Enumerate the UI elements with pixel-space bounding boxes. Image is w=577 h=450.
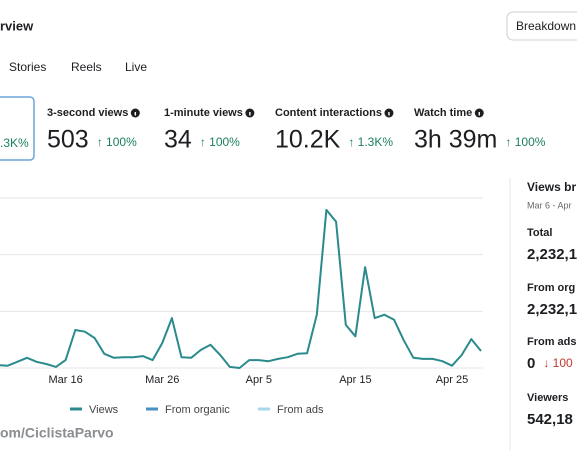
- side-label: Total: [527, 227, 552, 239]
- x-tick-label: Apr 25: [436, 374, 468, 386]
- legend-label: From ads: [277, 404, 324, 416]
- legend-label: From organic: [165, 404, 230, 416]
- tab[interactable]: Reels: [71, 60, 102, 74]
- breakdown-label[interactable]: Breakdown:: [516, 19, 577, 33]
- x-tick-label: Apr 15: [339, 374, 371, 386]
- metric-change: ↑ 100%: [97, 135, 137, 149]
- side-value: 2,232,1: [527, 301, 577, 318]
- x-tick-label: Mar 26: [145, 374, 179, 386]
- side-date: Mar 6 - Apr: [527, 200, 572, 210]
- breakdown-button[interactable]: [506, 11, 577, 41]
- metric-value: 3h 39m: [414, 126, 497, 154]
- metric-label: Watch time: [414, 107, 472, 119]
- metric-change: ↑ 100%: [505, 135, 545, 149]
- metric-label: 3-second views: [47, 107, 128, 119]
- side-title: Views br: [527, 180, 576, 194]
- side-label: Viewers: [527, 392, 568, 404]
- side-change: ↓ 100: [543, 356, 573, 370]
- info-icon-bar: [134, 112, 137, 116]
- info-icon-bar: [478, 112, 480, 116]
- metric-value: 34: [164, 126, 192, 154]
- metric-change: ↑ 1.3K%: [348, 135, 393, 149]
- side-label: From ads: [527, 336, 577, 348]
- metric-change: .3K%: [0, 136, 29, 150]
- side-value: 0: [527, 355, 535, 372]
- metric-value: 10.2K: [275, 126, 341, 154]
- tab[interactable]: Live: [125, 60, 147, 74]
- side-label: From org: [527, 282, 575, 294]
- selected-card[interactable]: [0, 96, 35, 161]
- side-value: 542,18: [527, 411, 573, 428]
- metric-label: 1-minute views: [164, 107, 243, 119]
- tab[interactable]: Stories: [9, 60, 46, 74]
- legend-label: Views: [89, 404, 119, 416]
- info-icon-bar: [249, 112, 251, 116]
- page-title: rview: [0, 18, 34, 33]
- x-tick-label: Apr 5: [246, 374, 272, 386]
- x-tick-label: Mar 16: [48, 374, 82, 386]
- watermark: om/CiclistaParvo: [0, 425, 114, 441]
- metric-label: Content interactions: [275, 107, 382, 119]
- series-line: [0, 208, 482, 369]
- metric-change: ↑ 100%: [200, 135, 240, 149]
- side-value: 2,232,1: [527, 246, 577, 263]
- metric-value: 503: [47, 126, 89, 154]
- info-icon-bar: [388, 112, 390, 116]
